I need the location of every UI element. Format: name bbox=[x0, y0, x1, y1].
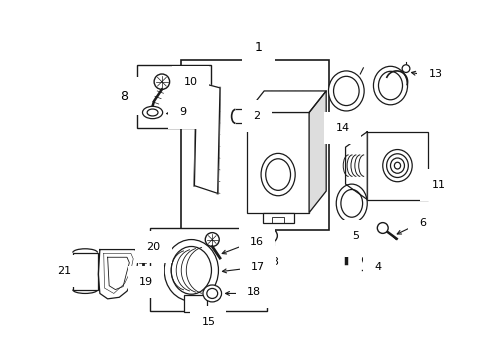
Polygon shape bbox=[246, 91, 325, 112]
Bar bbox=[366, 132, 427, 199]
Circle shape bbox=[401, 65, 409, 72]
Text: 17: 17 bbox=[250, 261, 264, 271]
Text: 4: 4 bbox=[373, 261, 381, 271]
Bar bbox=[183, 295, 206, 312]
Text: 2: 2 bbox=[253, 111, 260, 121]
Ellipse shape bbox=[328, 71, 364, 111]
Text: 6: 6 bbox=[418, 217, 426, 228]
Bar bbox=[137, 65, 210, 128]
Ellipse shape bbox=[373, 66, 407, 105]
Text: 19: 19 bbox=[138, 277, 152, 287]
Ellipse shape bbox=[261, 153, 295, 196]
Text: 20: 20 bbox=[146, 242, 160, 252]
Text: 12: 12 bbox=[340, 236, 354, 246]
Text: 16: 16 bbox=[250, 237, 264, 247]
Bar bbox=[181, 60, 328, 230]
Polygon shape bbox=[345, 132, 366, 199]
Text: 11: 11 bbox=[431, 180, 445, 190]
Bar bbox=[73, 253, 97, 289]
Circle shape bbox=[205, 233, 219, 247]
Polygon shape bbox=[308, 91, 325, 213]
Text: 10: 10 bbox=[183, 77, 197, 87]
Text: 21: 21 bbox=[57, 266, 71, 276]
Text: 18: 18 bbox=[246, 287, 261, 297]
Circle shape bbox=[341, 235, 350, 244]
Ellipse shape bbox=[336, 184, 366, 222]
Text: 15: 15 bbox=[201, 317, 215, 327]
Text: 8: 8 bbox=[120, 90, 127, 103]
Circle shape bbox=[377, 222, 387, 233]
Bar bbox=[271, 217, 284, 223]
Text: 14: 14 bbox=[335, 123, 349, 133]
Text: 1: 1 bbox=[254, 41, 262, 54]
Bar bbox=[150, 228, 266, 311]
Ellipse shape bbox=[164, 239, 218, 301]
Circle shape bbox=[263, 229, 277, 243]
Polygon shape bbox=[98, 249, 138, 299]
Text: 13: 13 bbox=[427, 69, 442, 79]
Text: 5: 5 bbox=[352, 231, 359, 241]
Bar bbox=[246, 112, 308, 213]
Text: 1: 1 bbox=[254, 38, 262, 51]
Bar bbox=[262, 213, 293, 223]
Text: 3: 3 bbox=[270, 257, 277, 267]
Circle shape bbox=[362, 255, 371, 264]
Ellipse shape bbox=[203, 285, 221, 302]
Text: 9: 9 bbox=[179, 108, 185, 117]
Circle shape bbox=[136, 245, 148, 257]
Polygon shape bbox=[194, 82, 220, 193]
Ellipse shape bbox=[142, 106, 163, 119]
